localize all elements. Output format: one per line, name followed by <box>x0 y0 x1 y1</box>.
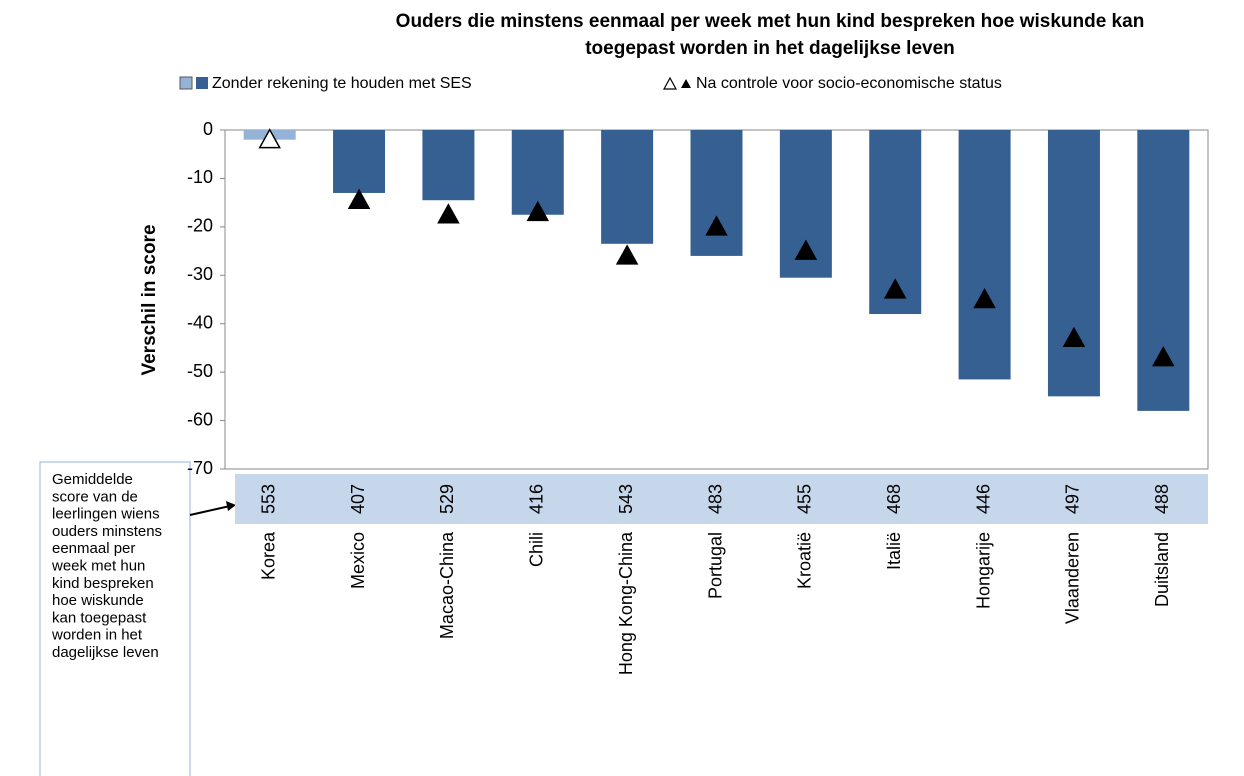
score-label: 455 <box>795 484 815 514</box>
note-text: eenmaal per <box>52 540 135 557</box>
x-tick-label: Hongarije <box>973 532 993 609</box>
note-arrow <box>189 505 231 516</box>
note-text: worden in het <box>51 627 143 644</box>
legend-label: Zonder rekening te houden met SES <box>212 75 472 92</box>
bar <box>422 130 475 201</box>
score-label: 407 <box>348 484 368 514</box>
score-label: 488 <box>1152 484 1172 514</box>
score-band <box>235 474 1208 524</box>
note-text: Gemiddelde <box>52 471 133 488</box>
chart-title: toegepast worden in het dagelijkse leven <box>585 38 955 59</box>
marker <box>794 239 818 260</box>
score-label: 529 <box>437 484 457 514</box>
chart-title: Ouders die minstens eenmaal per week met… <box>396 11 1145 32</box>
y-tick-label: -60 <box>187 409 213 429</box>
marker <box>1062 326 1086 347</box>
note-text: leerlingen wiens <box>52 506 160 523</box>
x-tick-label: Duitsland <box>1152 532 1172 607</box>
marker <box>883 278 907 299</box>
bar <box>601 130 654 244</box>
note-text: kind bespreken <box>52 575 154 592</box>
x-tick-label: Kroatië <box>795 532 815 589</box>
marker <box>526 200 550 222</box>
note-text: score van de <box>52 488 138 505</box>
legend-swatch <box>179 76 193 90</box>
bar <box>333 130 386 193</box>
legend-label: Na controle voor socio-economische statu… <box>696 75 1002 92</box>
x-tick-label: Mexico <box>348 532 368 589</box>
y-tick-label: -20 <box>187 216 213 236</box>
marker <box>1152 346 1175 367</box>
marker <box>705 215 728 236</box>
bar <box>958 130 1011 380</box>
note-text: week met hun <box>51 558 145 575</box>
marker <box>973 287 996 309</box>
marker <box>258 128 281 149</box>
score-label: 497 <box>1063 484 1083 514</box>
legend-marker <box>662 76 678 90</box>
score-label: 468 <box>884 484 904 514</box>
x-tick-label: Vlaanderen <box>1063 532 1083 624</box>
y-tick-label: -70 <box>187 458 213 478</box>
score-label: 416 <box>527 484 547 514</box>
x-tick-label: Portugal <box>705 532 725 599</box>
y-tick-label: -40 <box>187 312 213 332</box>
marker <box>437 203 460 224</box>
note-text: ouders minstens <box>52 523 162 540</box>
x-tick-label: Hong Kong-China <box>616 531 636 675</box>
bar <box>1047 130 1100 397</box>
marker <box>615 244 639 265</box>
y-tick-label: 0 <box>203 119 213 139</box>
y-tick-label: -10 <box>187 167 213 187</box>
y-tick-label: -30 <box>187 264 213 284</box>
score-label: 553 <box>258 484 278 514</box>
score-label: 446 <box>973 484 993 514</box>
bar <box>690 130 743 256</box>
bar <box>1137 130 1190 411</box>
score-label: 543 <box>616 484 636 514</box>
note-arrowhead <box>226 501 236 511</box>
y-tick-label: -50 <box>187 361 213 381</box>
note-text: kan toegepast <box>52 609 147 626</box>
note-text: dagelijkse leven <box>52 644 159 661</box>
score-label: 483 <box>705 484 725 514</box>
legend-marker <box>681 79 691 88</box>
x-tick-label: Italië <box>884 532 904 570</box>
x-tick-label: Chili <box>527 532 547 567</box>
x-tick-label: Korea <box>258 531 278 580</box>
note-text: hoe wiskunde <box>52 592 144 609</box>
legend-swatch <box>196 77 208 89</box>
y-axis-label: Verschil in score <box>139 224 160 375</box>
x-tick-label: Macao-China <box>437 531 457 639</box>
note-box <box>39 461 191 776</box>
marker <box>347 188 371 209</box>
bar <box>511 130 564 215</box>
